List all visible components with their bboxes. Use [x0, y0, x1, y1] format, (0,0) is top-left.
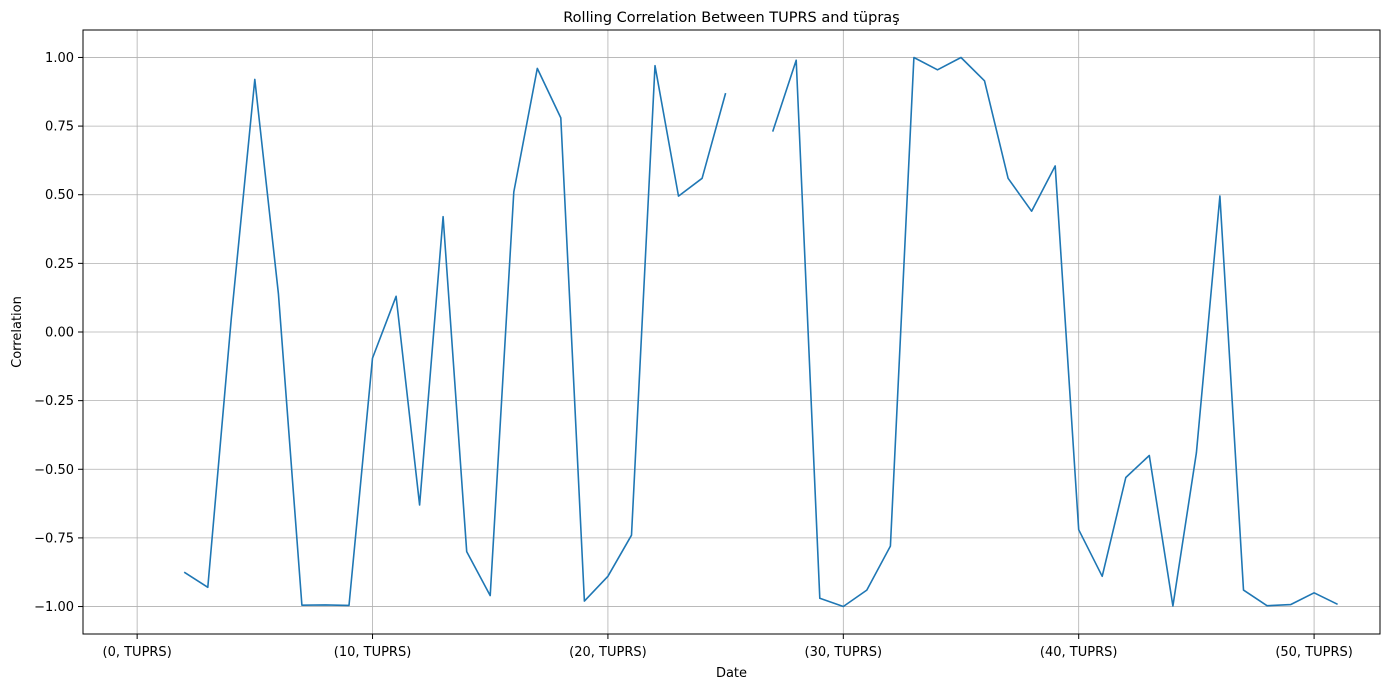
chart-title: Rolling Correlation Between TUPRS and tü…	[563, 10, 899, 26]
x-axis-ticks: (0, TUPRS) (10, TUPRS) (20, TUPRS) (30, TUP…	[103, 634, 1353, 660]
x-tick-label: (40, TUPRS)	[1040, 645, 1118, 660]
series-lines	[183, 56, 1338, 608]
y-tick-label: −0.75	[34, 531, 74, 546]
x-tick-label: (0, TUPRS)	[103, 645, 172, 660]
y-tick-label: 0.50	[45, 188, 74, 203]
series-line	[771, 56, 1338, 608]
y-axis-label: Correlation	[10, 296, 25, 368]
y-tick-label: −0.25	[34, 394, 74, 409]
y-tick-label: 0.25	[45, 257, 74, 272]
y-tick-label: −1.00	[34, 600, 74, 615]
y-tick-label: 1.00	[45, 51, 74, 66]
y-tick-label: −0.50	[34, 463, 74, 478]
y-tick-label: 0.00	[45, 326, 74, 341]
x-tick-label: (20, TUPRS)	[569, 645, 647, 660]
series-line	[183, 64, 727, 607]
x-tick-label: (50, TUPRS)	[1275, 645, 1353, 660]
x-tick-label: (30, TUPRS)	[805, 645, 883, 660]
x-tick-label: (10, TUPRS)	[334, 645, 412, 660]
y-axis-ticks: 1.00 0.75 0.50 0.25 0.00 −0.25 −0.50 −0.75 −1.00	[34, 51, 83, 615]
x-axis-label: Date	[716, 666, 747, 681]
y-tick-label: 0.75	[45, 120, 74, 135]
grid-lines	[83, 30, 1380, 634]
